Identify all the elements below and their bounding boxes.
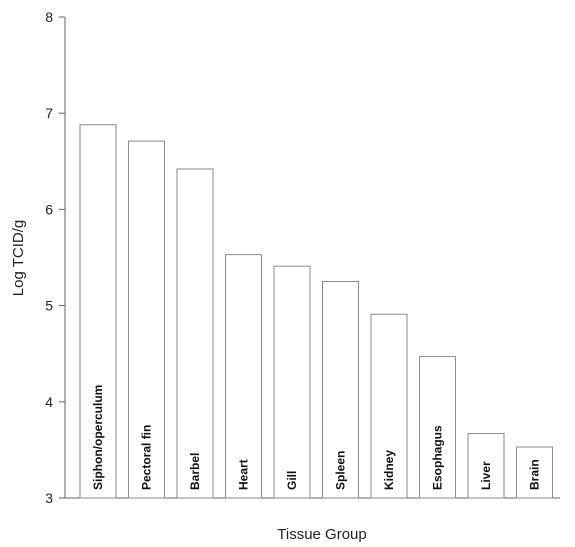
y-axis-ticks: 3 4 5 6 7 8 [45, 9, 65, 506]
bar [419, 356, 456, 499]
y-tick-label: 3 [45, 490, 53, 506]
bar-category-label: Siphon/operculum [91, 385, 105, 490]
bar-category-label: Liver [479, 461, 493, 490]
y-tick-label: 6 [45, 201, 53, 217]
bar [370, 313, 408, 499]
bars-group: Siphon/operculum Pectoral fin Barbel Heart G… [79, 124, 553, 499]
bar-category-label: Esophagus [431, 425, 445, 490]
bar-category-label: Barbel [188, 453, 202, 490]
bar [516, 446, 553, 499]
y-tick-label: 8 [45, 9, 53, 25]
bar-category-label: Pectoral fin [140, 425, 154, 490]
bar [176, 168, 214, 499]
x-axis-title: Tissue Group [277, 526, 366, 543]
bar-category-label: Spleen [334, 451, 348, 490]
bar-category-label: Kidney [382, 450, 396, 490]
bar [467, 433, 505, 499]
bar-category-label: Gill [285, 471, 299, 490]
bar [79, 124, 117, 499]
bar-category-label: Brain [528, 459, 542, 490]
bar [128, 140, 165, 499]
y-tick-label: 5 [45, 298, 53, 314]
bar-category-label: Heart [237, 459, 251, 490]
y-tick-label: 4 [45, 394, 53, 410]
bar [273, 265, 311, 499]
y-tick-label: 7 [45, 105, 53, 121]
y-axis-title: Log TCID/g [10, 220, 27, 296]
bar [322, 281, 359, 499]
bar [225, 254, 262, 499]
